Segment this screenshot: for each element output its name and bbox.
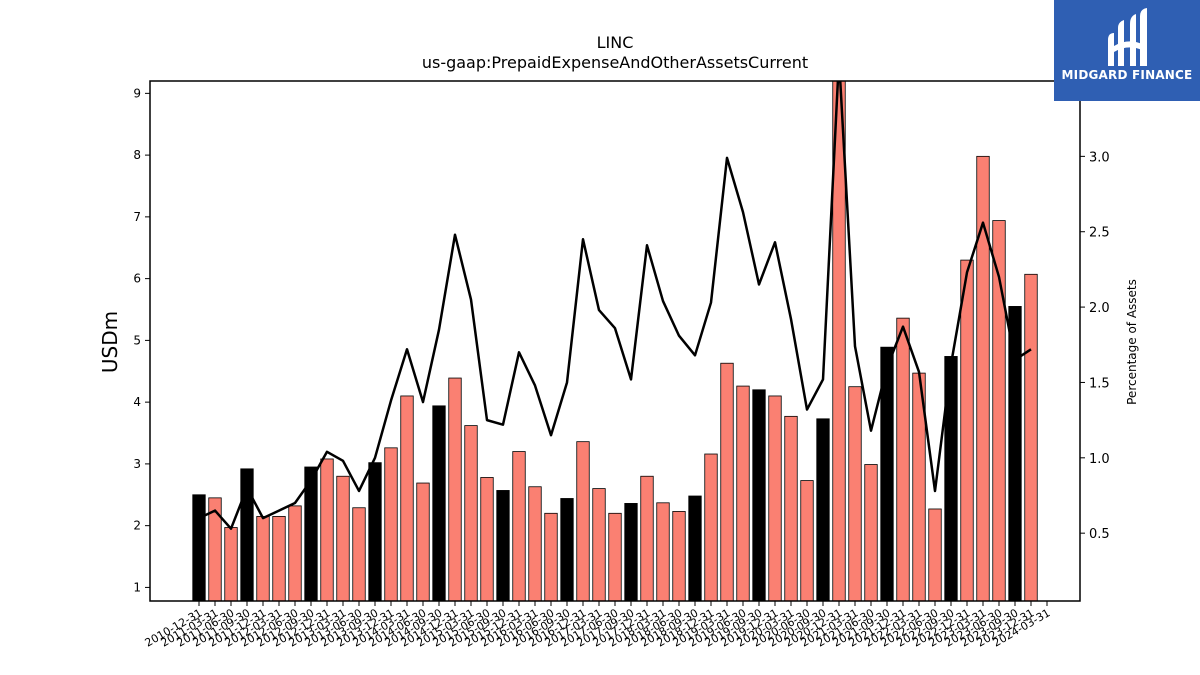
- bar: [800, 480, 814, 601]
- bar: [736, 385, 750, 601]
- bar: [496, 490, 510, 601]
- bar: [704, 453, 718, 601]
- bar: [384, 447, 398, 601]
- y-tick-label: 4: [133, 395, 141, 409]
- logo-text: MIDGARD FINANCE: [1061, 68, 1193, 82]
- bar: [656, 502, 670, 601]
- bar: [528, 486, 542, 601]
- bar: [592, 488, 606, 601]
- y2-tick-label: 2.0: [1089, 301, 1110, 316]
- logo-mark-icon: [1108, 8, 1147, 66]
- y-axis-left: 1 2 3 4 5 6 7 8 9: [133, 86, 150, 594]
- bar: [960, 259, 974, 601]
- bar: [544, 512, 558, 601]
- bar: [928, 508, 942, 601]
- bar: [944, 356, 958, 601]
- bars-group: [192, 81, 1038, 601]
- bar: [480, 477, 494, 601]
- bar: [192, 494, 206, 601]
- bar: [688, 495, 702, 601]
- bar: [512, 451, 526, 601]
- y-tick-label: 3: [133, 457, 141, 471]
- y-tick-label: 7: [133, 210, 141, 224]
- bar: [640, 475, 654, 601]
- bar: [976, 155, 990, 601]
- y-tick-label: 8: [133, 148, 141, 162]
- bar: [864, 464, 878, 601]
- bar: [1008, 306, 1022, 601]
- percent-of-assets-line: [198, 81, 1032, 530]
- y2-tick-label: 2.5: [1089, 226, 1110, 241]
- bar: [464, 425, 478, 601]
- bar: [720, 362, 734, 601]
- bar: [240, 468, 254, 601]
- y-axis-right: 0.5 1.0 1.5 2.0 2.5 3.0: [1080, 150, 1110, 542]
- y-tick-label: 6: [133, 272, 141, 286]
- bar: [368, 462, 382, 601]
- bar: [432, 405, 446, 601]
- bar: [768, 395, 782, 601]
- x-axis: 2010-12-312011-03-312011-06-302011-09-30…: [143, 601, 1053, 650]
- bar: [352, 507, 366, 601]
- logo: MIDGARD FINANCE: [1054, 0, 1200, 101]
- bar: [560, 498, 574, 601]
- bar: [400, 395, 414, 601]
- y2-tick-label: 1.5: [1089, 376, 1110, 391]
- bar: [752, 389, 766, 601]
- bar: [256, 515, 270, 601]
- chart-title: LINC: [597, 33, 634, 52]
- bar: [576, 441, 590, 601]
- chart-subtitle: us-gaap:PrepaidExpenseAndOtherAssetsCurr…: [422, 53, 808, 72]
- y-tick-label: 9: [133, 86, 141, 100]
- bar: [272, 515, 286, 601]
- y-tick-label: 1: [133, 580, 141, 594]
- bar: [336, 475, 350, 601]
- bar: [896, 317, 910, 601]
- bar: [816, 418, 830, 601]
- y-tick-label: 5: [133, 333, 141, 347]
- bar: [1024, 273, 1038, 601]
- bar: [784, 415, 798, 601]
- bar: [848, 386, 862, 601]
- bar: [320, 458, 334, 601]
- bar: [624, 503, 638, 601]
- y2-axis-label: Percentage of Assets: [1125, 279, 1139, 405]
- y2-tick-label: 1.0: [1089, 452, 1110, 467]
- bar: [672, 511, 686, 601]
- y-tick-label: 2: [133, 519, 141, 533]
- bar: [880, 346, 894, 601]
- line-group: [198, 81, 1032, 530]
- bar: [288, 505, 302, 601]
- y2-tick-label: 0.5: [1089, 527, 1110, 542]
- bar: [448, 377, 462, 601]
- bar: [992, 220, 1006, 601]
- bar: [224, 527, 238, 601]
- bar: [608, 512, 622, 601]
- bar: [416, 482, 430, 601]
- y2-tick-label: 3.0: [1089, 150, 1110, 165]
- y-axis-label: USDm: [98, 311, 122, 373]
